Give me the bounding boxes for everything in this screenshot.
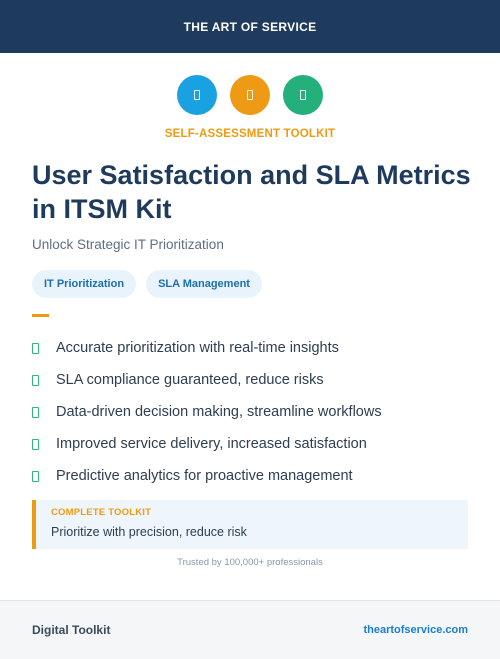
feature-text: Accurate prioritization with real-time i… [56, 340, 339, 356]
brand-name: THE ART OF SERVICE [183, 19, 317, 34]
feature-item: SLA compliance guaranteed, reduce risks [32, 364, 382, 396]
check-icon [32, 406, 39, 418]
blue-badge-icon [177, 75, 217, 115]
feature-text: Data-driven decision making, streamline … [56, 404, 382, 420]
orange-badge-icon [230, 75, 270, 115]
callout-text: Prioritize with precision, reduce risk [51, 525, 247, 539]
check-icon [32, 374, 39, 386]
page-title: User Satisfaction and SLA Metrics in ITS… [32, 160, 471, 224]
check-icon [32, 470, 39, 482]
tag-it-prioritization[interactable]: IT Prioritization [32, 270, 137, 298]
feature-item: Data-driven decision making, streamline … [32, 396, 382, 428]
green-badge-icon [283, 75, 323, 115]
tag-list: IT Prioritization SLA Management [32, 270, 262, 298]
check-icon [32, 342, 39, 354]
kicker-label: SELF-ASSESSMENT TOOLKIT [164, 128, 336, 140]
accent-divider [32, 314, 49, 317]
subtitle: Unlock Strategic IT Prioritization [32, 237, 224, 252]
feature-text: SLA compliance guaranteed, reduce risks [56, 372, 324, 388]
header-bar: THE ART OF SERVICE [0, 0, 500, 53]
check-icon [32, 438, 39, 450]
tag-sla-management[interactable]: SLA Management [146, 270, 262, 298]
feature-item: Accurate prioritization with real-time i… [32, 332, 382, 364]
feature-list: Accurate prioritization with real-time i… [32, 332, 382, 492]
feature-text: Improved service delivery, increased sat… [56, 436, 367, 452]
footer-website-link[interactable]: theartofservice.com [363, 624, 468, 636]
toolkit-callout: COMPLETE TOOLKIT Prioritize with precisi… [32, 500, 468, 549]
trusted-note: Trusted by 100,000+ professionals [177, 557, 323, 568]
footer-bar: Digital Toolkit theartofservice.com [0, 600, 500, 659]
feature-item: Predictive analytics for proactive manag… [32, 460, 382, 492]
callout-label: COMPLETE TOOLKIT [51, 507, 152, 518]
icon-row [0, 75, 500, 115]
footer-label: Digital Toolkit [32, 623, 111, 637]
feature-item: Improved service delivery, increased sat… [32, 428, 382, 460]
feature-text: Predictive analytics for proactive manag… [56, 468, 353, 484]
